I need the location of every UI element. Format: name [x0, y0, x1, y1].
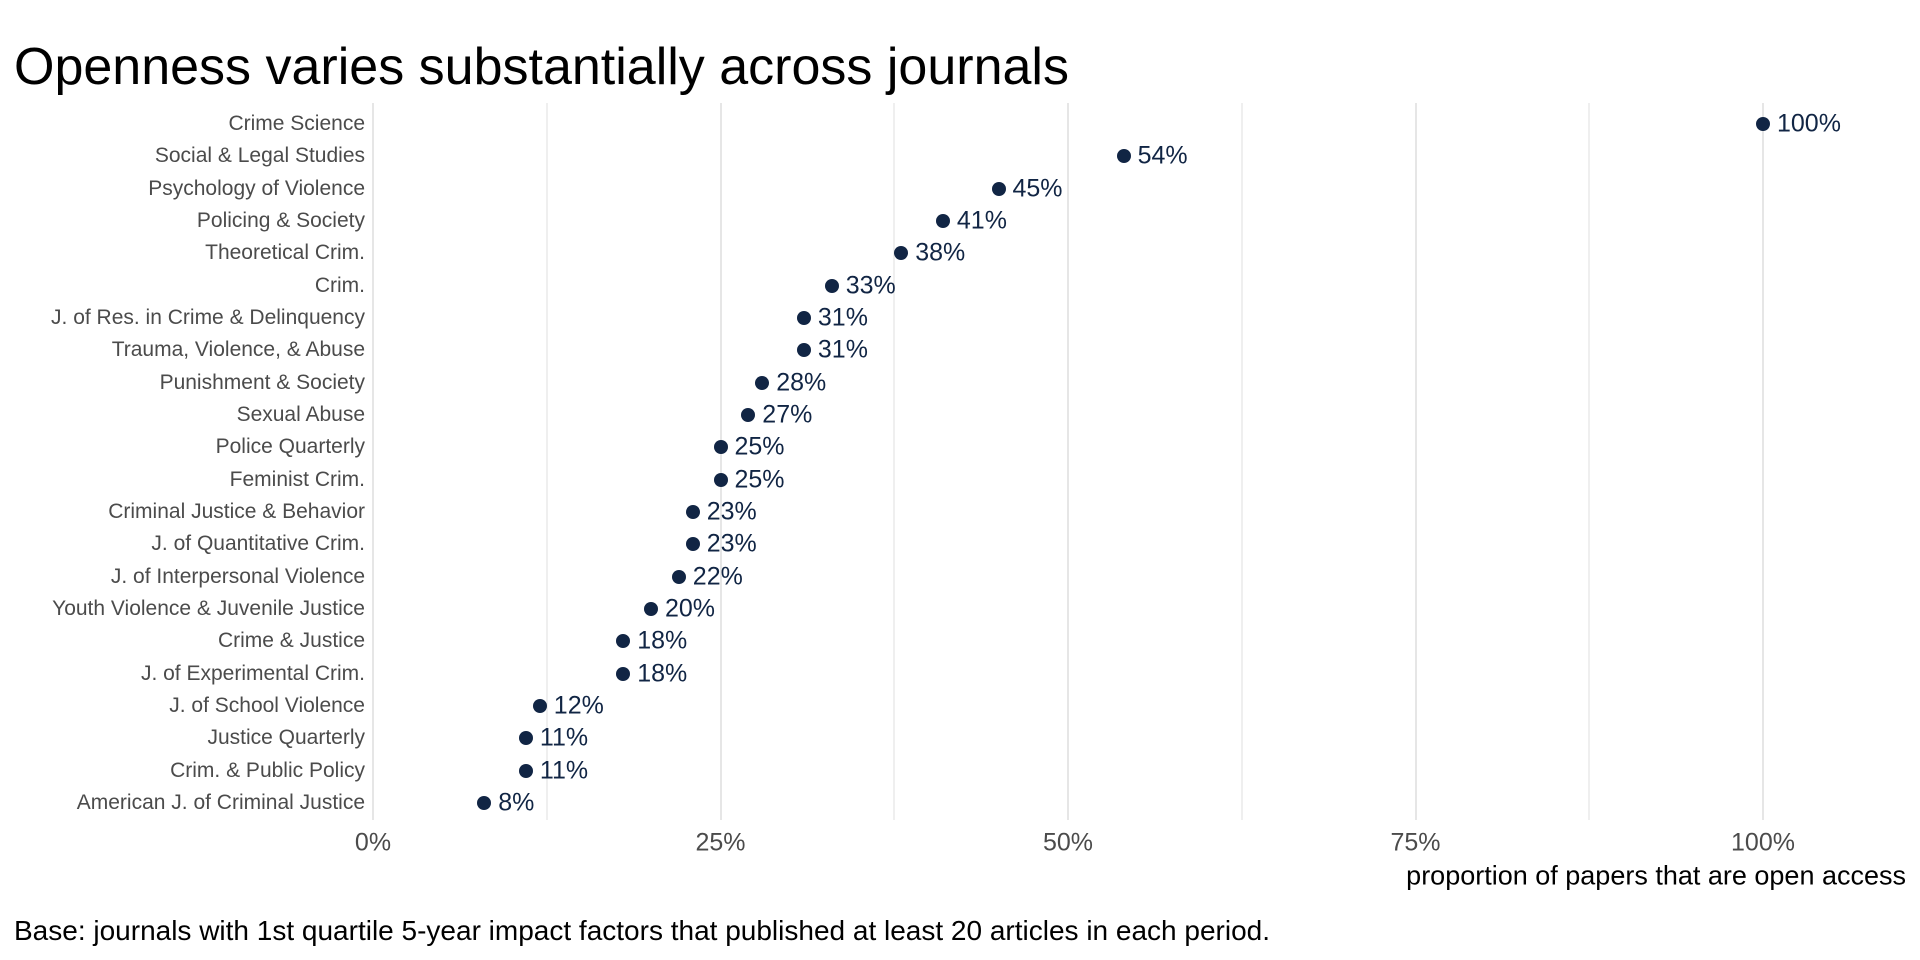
value-label: 38% [915, 238, 966, 267]
journal-label: Criminal Justice & Behavior [108, 499, 365, 523]
value-label: 25% [734, 432, 785, 461]
data-point-dot [685, 504, 700, 519]
value-label: 45% [1012, 174, 1063, 203]
journal-label: Crim. & Public Policy [170, 758, 365, 782]
value-label: 18% [637, 659, 688, 688]
journal-label: Police Quarterly [215, 435, 365, 459]
value-label: 28% [776, 368, 827, 397]
value-label: 27% [762, 400, 813, 429]
data-point-dot [518, 731, 533, 746]
x-tick-label: 25% [695, 828, 746, 857]
value-label: 23% [706, 497, 757, 526]
value-label: 33% [845, 271, 896, 300]
journal-label: Sexual Abuse [236, 402, 365, 426]
data-point-dot [713, 440, 728, 455]
data-point-dot [477, 795, 492, 810]
value-label: 8% [498, 788, 535, 817]
journal-label: J. of Res. in Crime & Delinquency [51, 305, 365, 329]
journal-label: American J. of Criminal Justice [76, 790, 365, 814]
gridline-minor [1240, 103, 1243, 820]
journal-label: Theoretical Crim. [205, 241, 365, 265]
value-label: 18% [637, 626, 688, 655]
value-label: 100% [1777, 109, 1841, 138]
journal-label: J. of Experimental Crim. [140, 661, 365, 685]
data-point-dot [894, 246, 909, 261]
data-point-dot [685, 537, 700, 552]
journal-label: J. of Quantitative Crim. [151, 532, 365, 556]
gridline-major [1414, 103, 1417, 820]
gridline-major [372, 103, 374, 820]
x-axis-title: proportion of papers that are open acces… [1406, 860, 1906, 891]
journal-label: Youth Violence & Juvenile Justice [52, 596, 365, 620]
data-point-dot [671, 569, 686, 584]
data-point-dot [991, 181, 1006, 196]
data-point-dot [796, 310, 811, 325]
footnote: Base: journals with 1st quartile 5-year … [14, 915, 1270, 946]
journal-label: Social & Legal Studies [154, 144, 365, 168]
value-label: 11% [539, 756, 589, 785]
journal-label: Crime Science [228, 112, 365, 135]
data-point-dot [518, 763, 533, 778]
gridline-minor [1588, 103, 1591, 820]
journal-label: Crim. [314, 273, 365, 297]
data-point-dot [1756, 117, 1770, 131]
gridline-major [719, 103, 722, 820]
gridline-minor [893, 103, 896, 820]
data-point-dot [1116, 149, 1131, 164]
journal-label: Policing & Society [196, 208, 365, 232]
journal-label: J. of School Violence [169, 693, 365, 717]
value-label: 23% [706, 529, 757, 558]
data-point-dot [713, 472, 728, 487]
gridline-minor [545, 103, 548, 820]
data-point-dot [616, 634, 631, 649]
value-label: 31% [817, 303, 868, 332]
value-label: 25% [734, 465, 785, 494]
data-point-dot [796, 343, 811, 358]
value-label: 11% [539, 723, 589, 752]
journal-label: Crime & Justice [217, 629, 365, 653]
value-label: 31% [817, 335, 868, 364]
value-label: 22% [692, 562, 743, 591]
gridline-major [1762, 103, 1764, 820]
gridline-major [1067, 103, 1069, 820]
data-point-dot [755, 375, 770, 390]
journal-label: Psychology of Violence [148, 176, 365, 200]
x-tick-label: 50% [1042, 828, 1094, 857]
data-point-dot [824, 278, 839, 293]
data-point-dot [532, 698, 547, 713]
data-point-dot [644, 601, 658, 616]
journal-label: Feminist Crim. [229, 467, 365, 491]
x-tick-label: 75% [1390, 828, 1441, 857]
value-label: 20% [665, 594, 716, 623]
x-tick-label: 0% [354, 828, 392, 857]
journal-label: Punishment & Society [159, 370, 365, 394]
x-tick-label: 100% [1731, 828, 1795, 857]
journal-label: Trauma, Violence, & Abuse [111, 338, 365, 362]
value-label: 12% [553, 691, 604, 720]
journal-label: Justice Quarterly [207, 726, 365, 750]
data-point-dot [616, 666, 631, 681]
value-label: 54% [1137, 141, 1188, 170]
value-label: 41% [956, 206, 1007, 235]
chart-title: Openness varies substantially across jou… [14, 37, 1069, 96]
journal-label: J. of Interpersonal Violence [110, 564, 365, 588]
data-point-dot [741, 407, 756, 422]
data-point-dot [935, 213, 950, 228]
